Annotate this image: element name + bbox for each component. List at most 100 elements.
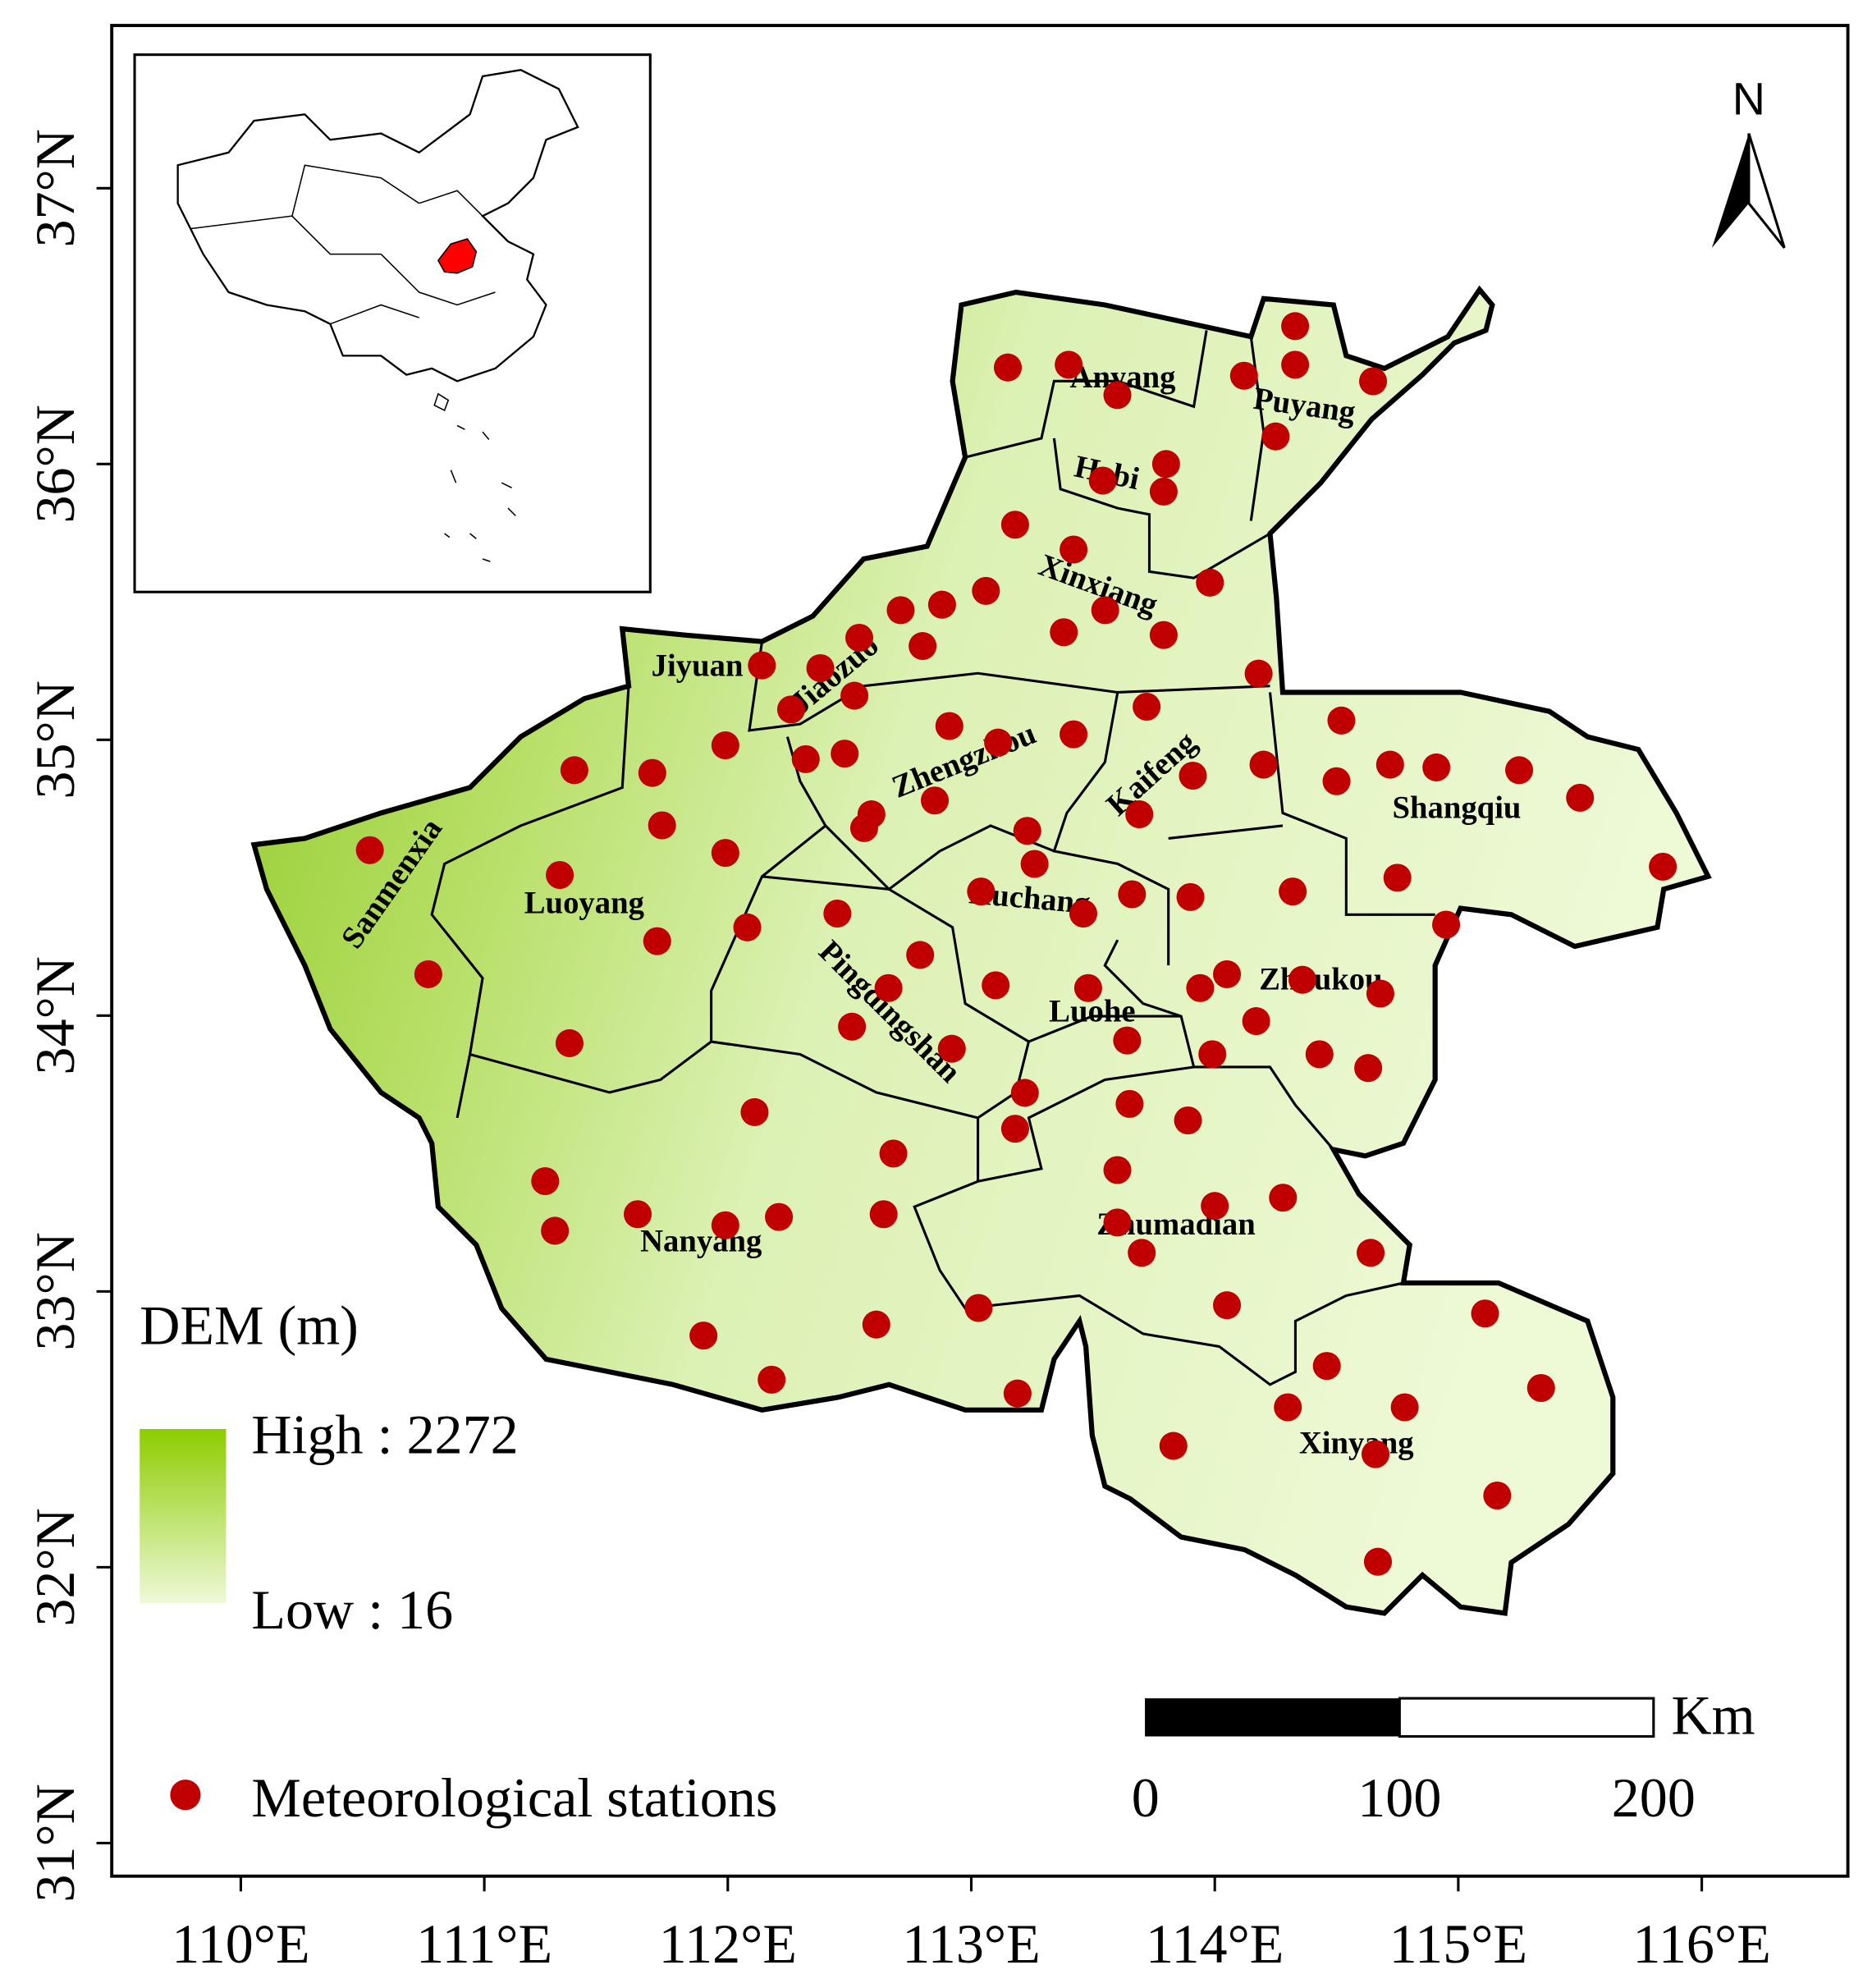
station xyxy=(1288,965,1317,994)
legend-stations: Meteorological stations xyxy=(251,1766,777,1829)
station xyxy=(1010,1079,1039,1107)
station xyxy=(1279,877,1307,906)
region-label: Nanyang xyxy=(640,1224,762,1258)
station xyxy=(1103,1208,1132,1237)
station xyxy=(1483,1482,1512,1510)
scale-label: 100 xyxy=(1357,1766,1441,1829)
station xyxy=(1198,1040,1227,1069)
station xyxy=(840,681,869,710)
dem-ramp xyxy=(140,1429,227,1604)
station xyxy=(972,576,1000,605)
station xyxy=(1366,979,1394,1008)
station xyxy=(1305,1040,1334,1069)
station xyxy=(531,1166,560,1195)
station xyxy=(967,877,996,906)
station xyxy=(1176,882,1205,911)
station xyxy=(1375,750,1404,779)
station xyxy=(1003,1379,1032,1408)
region-label: Jiyuan xyxy=(652,648,744,683)
station xyxy=(1249,750,1278,779)
station xyxy=(964,1294,993,1322)
station xyxy=(546,860,574,890)
station xyxy=(1073,973,1102,1002)
station xyxy=(1422,753,1451,781)
y-tick-label: 36°N xyxy=(24,405,86,523)
station xyxy=(1359,367,1388,396)
station xyxy=(1115,1089,1144,1118)
station xyxy=(1390,1393,1419,1422)
x-tick-label: 111°E xyxy=(416,1912,552,1975)
station xyxy=(711,731,739,760)
station xyxy=(1103,381,1132,410)
station xyxy=(1649,852,1677,881)
station xyxy=(748,651,776,680)
y-tick-label: 33°N xyxy=(24,1232,86,1350)
station xyxy=(1281,312,1310,341)
station xyxy=(1149,477,1178,506)
station xyxy=(920,786,950,815)
station xyxy=(1312,1352,1341,1381)
x-tick-label: 116°E xyxy=(1632,1912,1770,1975)
station xyxy=(689,1322,718,1350)
x-tick-label: 114°E xyxy=(1146,1912,1284,1975)
station xyxy=(982,971,1010,1000)
station xyxy=(1069,900,1098,928)
station xyxy=(1133,692,1161,721)
station xyxy=(1213,1291,1242,1320)
station xyxy=(937,1034,966,1063)
station xyxy=(1128,1239,1156,1267)
station xyxy=(1201,1192,1229,1221)
station xyxy=(906,941,935,969)
station xyxy=(849,813,878,842)
station xyxy=(414,960,442,988)
station xyxy=(823,900,852,928)
station xyxy=(648,811,676,840)
legend-station-symbol xyxy=(170,1780,201,1811)
station xyxy=(1186,973,1215,1002)
region-label: Luoyang xyxy=(524,886,644,921)
station xyxy=(1000,1115,1029,1143)
x-tick-label: 113°E xyxy=(902,1912,1040,1975)
station xyxy=(1113,1026,1142,1055)
station xyxy=(1327,706,1356,735)
station xyxy=(555,1028,584,1057)
station xyxy=(1118,880,1147,909)
station xyxy=(862,1310,890,1339)
station xyxy=(733,913,762,941)
station xyxy=(1281,350,1310,379)
station xyxy=(1091,596,1119,625)
station xyxy=(831,740,859,768)
station xyxy=(541,1216,570,1245)
station xyxy=(984,728,1013,757)
station xyxy=(1274,1393,1302,1422)
station xyxy=(560,756,588,785)
station xyxy=(1055,350,1083,379)
station xyxy=(643,927,671,955)
station xyxy=(1269,1184,1298,1212)
y-tick-label: 35°N xyxy=(24,680,86,799)
north-arrow-right xyxy=(1747,133,1786,249)
station xyxy=(1013,817,1041,845)
station xyxy=(1566,783,1595,812)
china-outline xyxy=(176,68,579,382)
station xyxy=(1125,800,1154,829)
prefecture-boundaries xyxy=(430,330,1435,1386)
station xyxy=(1357,1239,1385,1267)
station xyxy=(1020,850,1049,878)
station xyxy=(845,623,874,653)
station xyxy=(791,744,820,773)
region-label: Xinyang xyxy=(1299,1426,1414,1460)
station xyxy=(1322,767,1351,795)
station xyxy=(806,653,835,682)
station xyxy=(757,1365,786,1394)
station xyxy=(1505,756,1534,785)
station xyxy=(711,1211,739,1239)
station xyxy=(838,1012,867,1041)
station xyxy=(1050,618,1078,647)
region-label: Shangqiu xyxy=(1392,791,1521,826)
station xyxy=(1000,511,1029,539)
legend-low: Low : 16 xyxy=(251,1578,453,1641)
inset-boundaries xyxy=(190,164,496,325)
region-label: Zhoukou xyxy=(1259,963,1382,997)
